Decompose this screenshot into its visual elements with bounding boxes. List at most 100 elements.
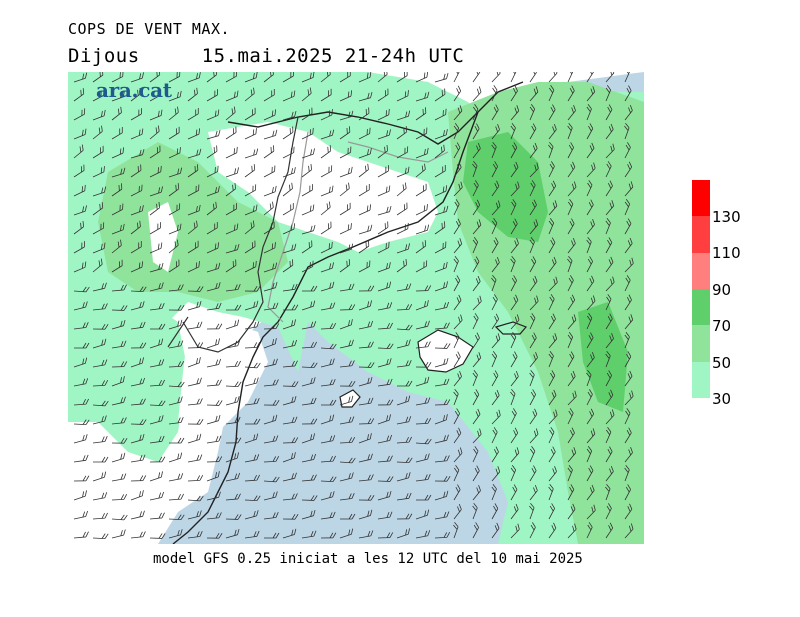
wind-barb: [415, 260, 428, 273]
wind-barb: [244, 530, 260, 539]
wind-barb: [149, 435, 165, 444]
wind-barb: [510, 388, 516, 406]
wind-barb: [434, 414, 448, 425]
wind-barb: [168, 239, 179, 254]
wind-barb: [168, 529, 183, 539]
wind-barb: [149, 379, 165, 387]
wind-barb: [149, 186, 163, 197]
wind-barb: [624, 104, 633, 121]
wind-barb: [396, 283, 412, 292]
wind-barb: [339, 319, 353, 330]
ara-cat-logo[interactable]: ara.cat: [96, 78, 172, 102]
wind-barb: [206, 323, 223, 330]
wind-barb: [149, 242, 163, 254]
wind-barb: [149, 282, 164, 292]
wind-barb: [149, 201, 160, 216]
forecast-subtitle: Dijous 15.mai.2025 21-24h UTC: [68, 45, 464, 67]
wind-barb: [453, 521, 459, 539]
wind-barb: [510, 275, 517, 292]
wind-barb: [510, 484, 518, 501]
wind-barb: [358, 300, 372, 311]
wind-barb: [491, 466, 501, 482]
wind-barb: [244, 454, 260, 463]
wind-barb: [491, 200, 501, 216]
wind-barb: [149, 303, 165, 311]
wind-barb: [624, 314, 634, 330]
wind-barb: [567, 181, 577, 197]
wind-barb: [187, 164, 199, 178]
wind-barb: [529, 236, 535, 254]
wind-barb: [567, 122, 573, 140]
wind-barb: [377, 185, 391, 197]
wind-barb: [396, 492, 412, 501]
wind-barb: [301, 204, 315, 216]
wind-barb: [453, 465, 460, 482]
wind-barb: [263, 109, 277, 121]
wind-barb: [149, 145, 161, 159]
forecast-datetime: 15.mai.2025 21-24h UTC: [201, 45, 465, 67]
wind-barb: [339, 493, 355, 501]
wind-barb: [415, 341, 431, 349]
wind-barb: [263, 221, 275, 235]
wind-barb: [111, 340, 127, 349]
colour-scale-legend: 130 110 90 70 50 30: [692, 180, 741, 408]
wind-barb: [263, 242, 276, 254]
wind-barb: [434, 261, 448, 273]
wind-barb: [92, 512, 108, 520]
wind-barb: [567, 218, 575, 235]
wind-barb: [548, 370, 556, 387]
wind-barb: [130, 164, 142, 178]
wind-barb: [149, 456, 166, 463]
wind-barb: [434, 357, 449, 368]
wind-barb: [187, 286, 204, 292]
wind-barb: [225, 319, 240, 330]
wind-barb: [320, 476, 337, 483]
wind-barb: [225, 243, 240, 254]
wind-barb: [149, 125, 160, 140]
wind-barb: [605, 389, 614, 406]
wind-barb: [396, 182, 407, 197]
wind-barb: [187, 204, 201, 216]
wind-barb: [301, 509, 316, 520]
wind-barb: [130, 108, 142, 121]
wind-barb: [548, 409, 558, 425]
wind-barb: [92, 303, 108, 311]
wind-barb: [624, 181, 634, 197]
wind-barb: [206, 400, 223, 406]
wind-barb: [73, 510, 89, 520]
wind-barb: [187, 454, 203, 463]
wind-barb: [510, 199, 517, 216]
wind-barb: [111, 106, 122, 121]
wind-barb: [586, 332, 594, 349]
wind-barb: [111, 514, 128, 521]
wind-barb: [396, 324, 413, 331]
wind-barb: [301, 321, 317, 330]
wind-barb: [320, 72, 331, 83]
wind-barb: [282, 126, 294, 140]
wind-barb: [567, 484, 575, 501]
wind-barb: [624, 218, 632, 235]
wind-barb: [206, 89, 218, 102]
wind-barb: [605, 123, 614, 140]
wind-barb: [358, 509, 373, 520]
wind-barb: [415, 474, 431, 482]
wind-barb: [130, 342, 147, 349]
wind-barb: [206, 282, 221, 292]
wind-barb: [510, 255, 516, 273]
wind-barb: [415, 107, 427, 121]
wind-barb: [149, 415, 164, 425]
wind-barb: [605, 276, 615, 292]
wind-barb: [73, 419, 90, 426]
wind-barb: [491, 256, 500, 273]
wind-barb: [73, 220, 84, 235]
wind-barb: [206, 379, 222, 387]
wind-barb: [624, 370, 633, 387]
wind-barb: [624, 523, 634, 539]
wind-barb: [282, 360, 298, 368]
wind-barb: [605, 370, 612, 387]
wind-barb: [187, 220, 198, 235]
wind-barb: [415, 361, 432, 368]
wind-barb: [73, 454, 89, 463]
wind-barb: [548, 350, 554, 368]
wind-barb: [93, 456, 109, 463]
